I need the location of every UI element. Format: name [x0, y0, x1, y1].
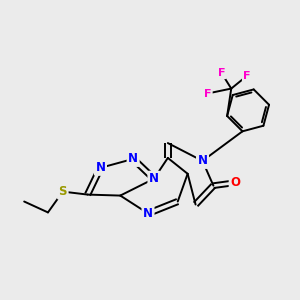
Text: F: F — [243, 71, 251, 81]
Text: N: N — [95, 161, 106, 174]
Text: N: N — [197, 154, 208, 167]
Text: O: O — [230, 176, 240, 189]
Text: N: N — [143, 207, 153, 220]
Text: F: F — [204, 88, 211, 98]
Text: N: N — [149, 172, 159, 185]
Text: N: N — [128, 152, 138, 165]
Text: S: S — [58, 185, 67, 198]
Text: F: F — [218, 68, 225, 78]
